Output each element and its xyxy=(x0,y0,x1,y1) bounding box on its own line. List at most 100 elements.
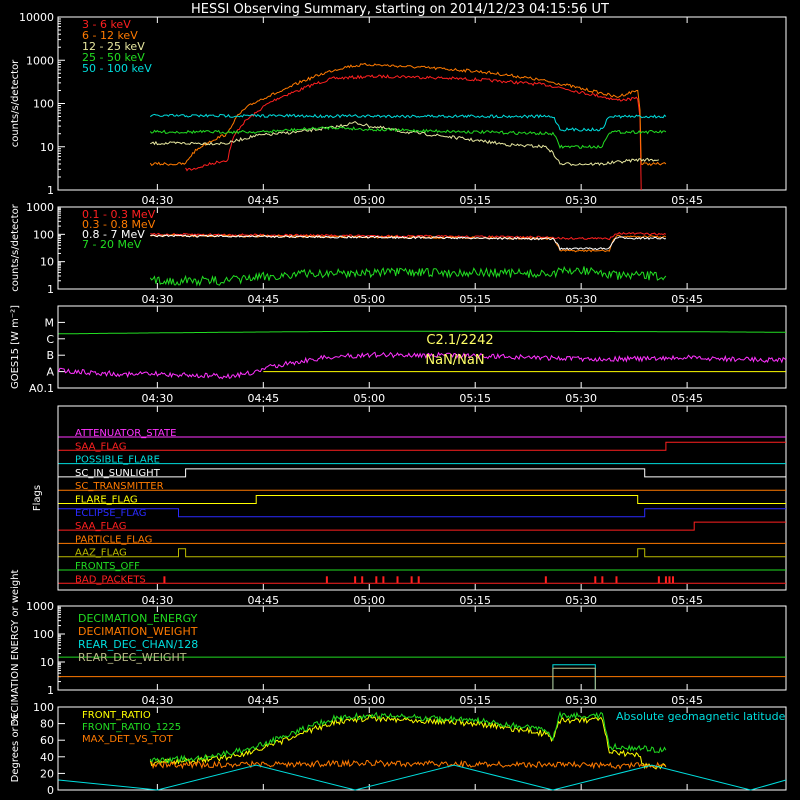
decimation-x-tick-label: 05:15 xyxy=(459,694,491,707)
flag-label: BAD_PACKETS xyxy=(75,574,146,585)
decimation-legend-entry: REAR_DEC_CHAN/128 xyxy=(78,638,198,651)
decimation-x-tick-label: 05:30 xyxy=(565,694,597,707)
ratios-y-tick-label: 60 xyxy=(40,734,54,747)
high_energy-y-tick-label: 10 xyxy=(40,256,54,269)
goes-class-label: M xyxy=(45,316,55,329)
goes-x-tick-label: 05:15 xyxy=(459,392,491,405)
high_energy-x-tick-label: 04:30 xyxy=(142,293,174,306)
flag-label: SC_IN_SUNLIGHT xyxy=(75,468,161,479)
ratios-y-tick-label: 100 xyxy=(33,701,54,714)
goes-class-label: A xyxy=(46,366,54,379)
ratios-y-tick-label: 0 xyxy=(47,784,54,797)
goes-series-goes-high-channel xyxy=(58,330,786,335)
flag-label: FRONTS_OFF xyxy=(75,561,140,572)
high_energy-series-0-1-0-3-mev xyxy=(150,231,667,241)
flags-frame xyxy=(57,405,787,591)
light_curves-y-tick-label: 10000 xyxy=(19,11,54,24)
high_energy-x-tick-label: 05:45 xyxy=(671,293,703,306)
decimation-y-tick-label: 1 xyxy=(47,684,54,697)
high_energy-y-tick-label: 1000 xyxy=(26,201,54,214)
flag-label: SAA_FLAG xyxy=(75,441,126,452)
flags-x-tick-label: 05:30 xyxy=(565,594,597,607)
flags-y-axis-label: Flags xyxy=(32,485,43,511)
light_curves-x-tick-label: 04:30 xyxy=(142,194,174,207)
decimation-frame xyxy=(57,605,787,691)
ratios-y-tick-label: 20 xyxy=(40,767,54,780)
goes-x-tick-label: 04:30 xyxy=(142,392,174,405)
high_energy-x-tick-label: 05:15 xyxy=(459,293,491,306)
high_energy-series-0-8-7-mev xyxy=(150,234,666,251)
high_energy-x-tick-label: 05:30 xyxy=(565,293,597,306)
ratios-y-tick-label: 80 xyxy=(40,718,54,731)
light_curves-x-tick-label: 05:30 xyxy=(565,194,597,207)
decimation-series-rear-dec-weight xyxy=(552,667,596,690)
flags-x-tick-label: 05:15 xyxy=(459,594,491,607)
light_curves-legend-entry: 3 - 6 keV xyxy=(82,18,131,31)
light_curves-legend-entry: 6 - 12 keV xyxy=(82,29,138,42)
goes-series-goes-low-channel xyxy=(58,351,787,380)
ratios-legend-entry: FRONT_RATIO xyxy=(82,710,151,721)
ratios-series-front-ratio xyxy=(149,714,667,770)
light_curves-legend-entry: 25 - 50 keV xyxy=(82,51,145,64)
goes-x-tick-label: 05:30 xyxy=(565,392,597,405)
decimation-x-tick-label: 05:00 xyxy=(353,694,385,707)
flag-label: POSSIBLE_FLARE xyxy=(75,455,160,466)
light_curves-legend-entry: 50 - 100 keV xyxy=(82,62,152,75)
decimation-y-tick-label: 10 xyxy=(40,656,54,669)
flag-label: PARTICLE_FLAG xyxy=(75,534,152,545)
light_curves-x-tick-label: 05:45 xyxy=(671,194,703,207)
light_curves-series-50-100-kev xyxy=(149,113,667,132)
light_curves-x-tick-label: 05:15 xyxy=(459,194,491,207)
flag-line-aaz-flag xyxy=(58,548,786,558)
flag-line-sc-in-sunlight xyxy=(58,468,786,478)
decimation-x-tick-label: 04:30 xyxy=(142,694,174,707)
flag-line-eclipse-flag xyxy=(58,508,786,518)
high_energy-legend-entry: 0.3 - 0.8 MeV xyxy=(82,218,156,231)
ratios-series-absolute-geomagnetic-latitude xyxy=(58,764,787,791)
decimation-x-tick-label: 04:45 xyxy=(247,694,279,707)
high_energy-y-tick-label: 1 xyxy=(47,283,54,296)
goes-annotation-nan: NaN/NaN xyxy=(425,353,484,368)
decimation-x-tick-label: 05:45 xyxy=(671,694,703,707)
goes-y-axis-label: GOES15 [W m⁻²] xyxy=(10,305,21,389)
light_curves-series-12-25-kev xyxy=(150,121,660,166)
decimation-legend-entry: REAR_DEC_WEIGHT xyxy=(78,651,187,664)
goes-x-tick-label: 05:00 xyxy=(353,392,385,405)
flag-line-flare-flag xyxy=(58,495,786,504)
goes-class-label: C xyxy=(46,333,54,346)
high_energy-y-axis-label: counts/s/detector xyxy=(10,203,21,291)
goes-class-label: A0.1 xyxy=(29,382,54,395)
high_energy-legend-entry: 0.1 - 0.3 MeV xyxy=(82,208,156,221)
light_curves-series-25-50-kev xyxy=(149,126,667,149)
light_curves-y-axis-label: counts/s/detector xyxy=(10,59,21,147)
flags-x-tick-label: 05:00 xyxy=(353,594,385,607)
light_curves-x-tick-label: 05:00 xyxy=(353,194,385,207)
light_curves-series-3-6-kev xyxy=(185,74,642,191)
goes-x-tick-label: 05:45 xyxy=(671,392,703,405)
ratios-y-tick-label: 40 xyxy=(40,751,54,764)
light_curves-y-tick-label: 1 xyxy=(47,184,54,197)
decimation-y-tick-label: 1000 xyxy=(26,600,54,613)
light_curves-legend-entry: 12 - 25 keV xyxy=(82,40,145,53)
light_curves-y-tick-label: 10 xyxy=(40,141,54,154)
high_energy-x-tick-label: 04:45 xyxy=(247,293,279,306)
high_energy-legend-entry: 7 - 20 MeV xyxy=(82,238,142,251)
ratios-annotation-geomag: Absolute geomagnetic latitude xyxy=(616,710,786,723)
flag-label: ECLIPSE_FLAG xyxy=(75,508,146,519)
chart-title: HESSI Observing Summary, starting on 201… xyxy=(191,2,609,17)
ratios-legend-entry: MAX_DET_VS_TOT xyxy=(82,734,174,745)
ratios-series-max-det-vs-tot xyxy=(150,758,667,770)
panels-group: 04:30 04:45 05:00 05:15 05:30 05:451101001000… xyxy=(10,11,787,797)
flag-label: SC_TRANSMITTER xyxy=(75,481,164,492)
high_energy-series-7-20-mev xyxy=(149,265,667,287)
light_curves-y-tick-label: 1000 xyxy=(26,54,54,67)
decimation-legend-entry: DECIMATION_WEIGHT xyxy=(78,625,198,638)
high_energy-frame xyxy=(57,206,787,290)
flag-line-saa-flag xyxy=(58,521,786,531)
high_energy-y-tick-label: 100 xyxy=(33,228,54,241)
flag-label: FLARE_FLAG xyxy=(75,495,138,506)
goes-x-tick-label: 04:45 xyxy=(247,392,279,405)
decimation-y-tick-label: 100 xyxy=(33,628,54,641)
light_curves-y-tick-label: 100 xyxy=(33,98,54,111)
